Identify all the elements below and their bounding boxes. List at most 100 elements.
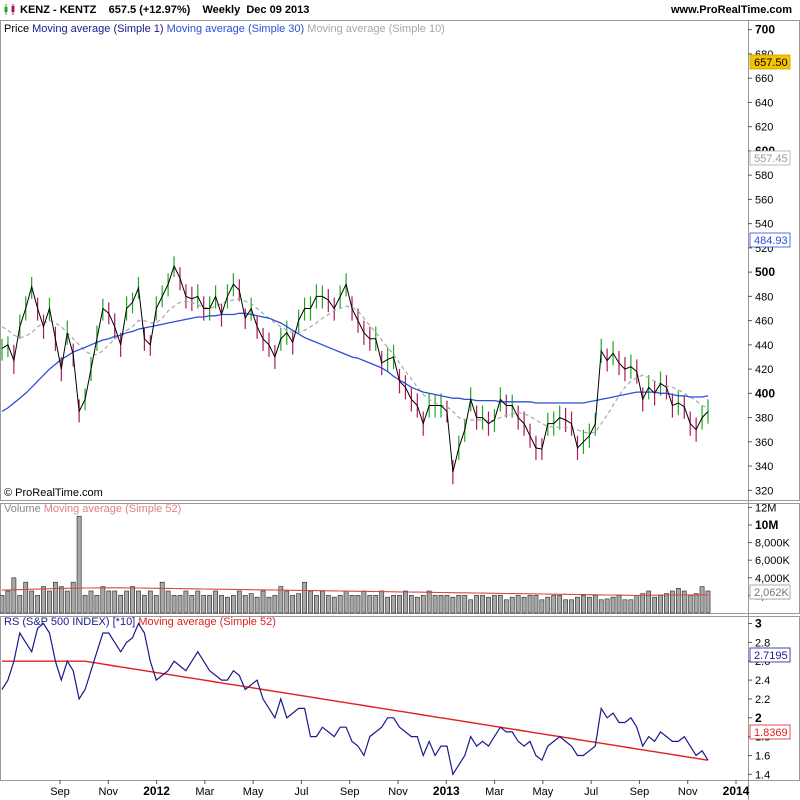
volume-bar <box>159 581 165 614</box>
volume-legend: Volume Moving average (Simple 52) <box>4 503 181 515</box>
volume-bar <box>64 590 70 614</box>
volume-bars <box>0 515 711 614</box>
legend-rs-ma: Moving average (Simple 52) <box>138 616 276 628</box>
volume-bar <box>391 595 396 614</box>
volume-bar <box>94 595 100 614</box>
volume-bar <box>331 596 337 614</box>
volume-bar <box>254 596 260 614</box>
volume-bar <box>130 586 135 614</box>
x-tick-label: Nov <box>99 786 119 798</box>
volume-bar <box>290 595 296 614</box>
volume-bar <box>177 595 183 614</box>
volume-bar <box>236 590 242 614</box>
rs-tick-label: 2.4 <box>755 675 770 687</box>
last-ma10-badge: 557.45 <box>754 153 788 165</box>
volume-bar <box>628 599 634 614</box>
volume-bar <box>296 593 302 614</box>
volume-bar <box>17 595 23 614</box>
volume-bar <box>515 595 521 614</box>
volume-bar <box>699 586 705 614</box>
header-last: 657.5 (+12.97%) <box>108 4 191 16</box>
volume-bar <box>414 596 420 614</box>
price-tick-label: 360 <box>755 437 773 449</box>
rs-legend: RS (S&P 500 INDEX) [*10] Moving average … <box>4 616 276 628</box>
volume-bar <box>225 596 230 614</box>
watermark: © ProRealTime.com <box>4 487 103 499</box>
last-rs-ma-badge-box <box>749 724 791 740</box>
volume-bar <box>385 596 391 614</box>
price-tick-label: 500 <box>755 265 775 279</box>
price-tick-label: 700 <box>755 23 775 37</box>
volume-bar <box>124 590 129 614</box>
volume-bar <box>142 595 147 614</box>
last-ma30-badge-box <box>749 232 791 248</box>
volume-bar <box>242 595 248 614</box>
candlestick-icon <box>4 4 15 15</box>
volume-bar <box>616 595 622 614</box>
x-tick-label: Nov <box>388 786 408 798</box>
volume-bar <box>11 577 17 614</box>
volume-bar <box>581 595 586 614</box>
close-line <box>1 264 709 473</box>
x-tick-label: Jul <box>584 786 598 798</box>
volume-bar <box>408 595 414 614</box>
volume-bar <box>486 596 491 614</box>
volume-bar <box>70 581 76 614</box>
volume-bar <box>503 599 509 614</box>
volume-bar <box>367 595 373 614</box>
price-tick-label: 440 <box>755 340 773 352</box>
price-tick-label: 660 <box>755 73 773 85</box>
volume-bar <box>278 586 284 614</box>
volume-bar <box>474 595 479 614</box>
volume-bar <box>379 590 385 614</box>
price-tick-label: 380 <box>755 413 773 425</box>
last-volume-badge-box <box>749 584 791 600</box>
volume-bar <box>136 590 141 614</box>
volume-tick-label: 4,000K <box>755 573 791 585</box>
volume-bar <box>58 586 64 614</box>
volume-bar <box>527 595 533 614</box>
price-tick-label: 400 <box>755 386 775 400</box>
volume-bar <box>165 590 171 614</box>
header-date: Dec 09 2013 <box>246 4 310 16</box>
rs-ma-line <box>2 660 709 761</box>
volume-bar <box>397 595 402 614</box>
volume-tick-label: 12M <box>755 502 776 514</box>
volume-bar <box>231 595 236 614</box>
y-axes: 7006806606406206005805605405205004804604… <box>748 23 791 781</box>
last-rs-badge: 2.7195 <box>754 650 788 662</box>
volume-bar <box>41 586 46 614</box>
last-value-badges: 657.50 557.45 484.93 2,062K 2.7195 1.8369 <box>749 54 791 740</box>
price-lines <box>1 264 709 473</box>
volume-bar <box>361 590 367 614</box>
volume-bar <box>687 595 693 614</box>
volume-bar <box>53 581 58 614</box>
volume-bar <box>563 599 568 614</box>
volume-bar <box>681 590 687 614</box>
volume-bar <box>450 596 456 614</box>
price-panel[interactable]: Price Moving average (Simple 1) Moving a… <box>1 23 709 499</box>
rs-tick-label: 1.6 <box>755 750 770 762</box>
volume-bar <box>622 599 628 614</box>
volume-bar <box>670 590 675 614</box>
volume-bar <box>521 596 527 614</box>
volume-bar <box>545 596 551 614</box>
volume-bar <box>100 586 106 614</box>
volume-bar <box>76 515 82 614</box>
panel-frames <box>0 20 800 800</box>
rs-panel[interactable]: RS (S&P 500 INDEX) [*10] Moving average … <box>1 616 709 776</box>
volume-bar <box>373 595 379 614</box>
header-site[interactable]: www.ProRealTime.com <box>670 4 792 16</box>
last-volume-badge: 2,062K <box>754 587 790 599</box>
legend-price: Price <box>4 23 29 35</box>
volume-panel[interactable]: Volume Moving average (Simple 52) <box>0 503 711 614</box>
volume-bar <box>557 595 563 614</box>
rs-lines <box>1 622 709 776</box>
volume-bar <box>325 595 331 614</box>
legend-rs: RS (S&P 500 INDEX) [*10] <box>4 616 135 628</box>
ma30-line <box>1 312 709 413</box>
volume-bar <box>248 593 254 614</box>
volume-bar <box>640 593 646 614</box>
volume-bar <box>610 596 616 614</box>
